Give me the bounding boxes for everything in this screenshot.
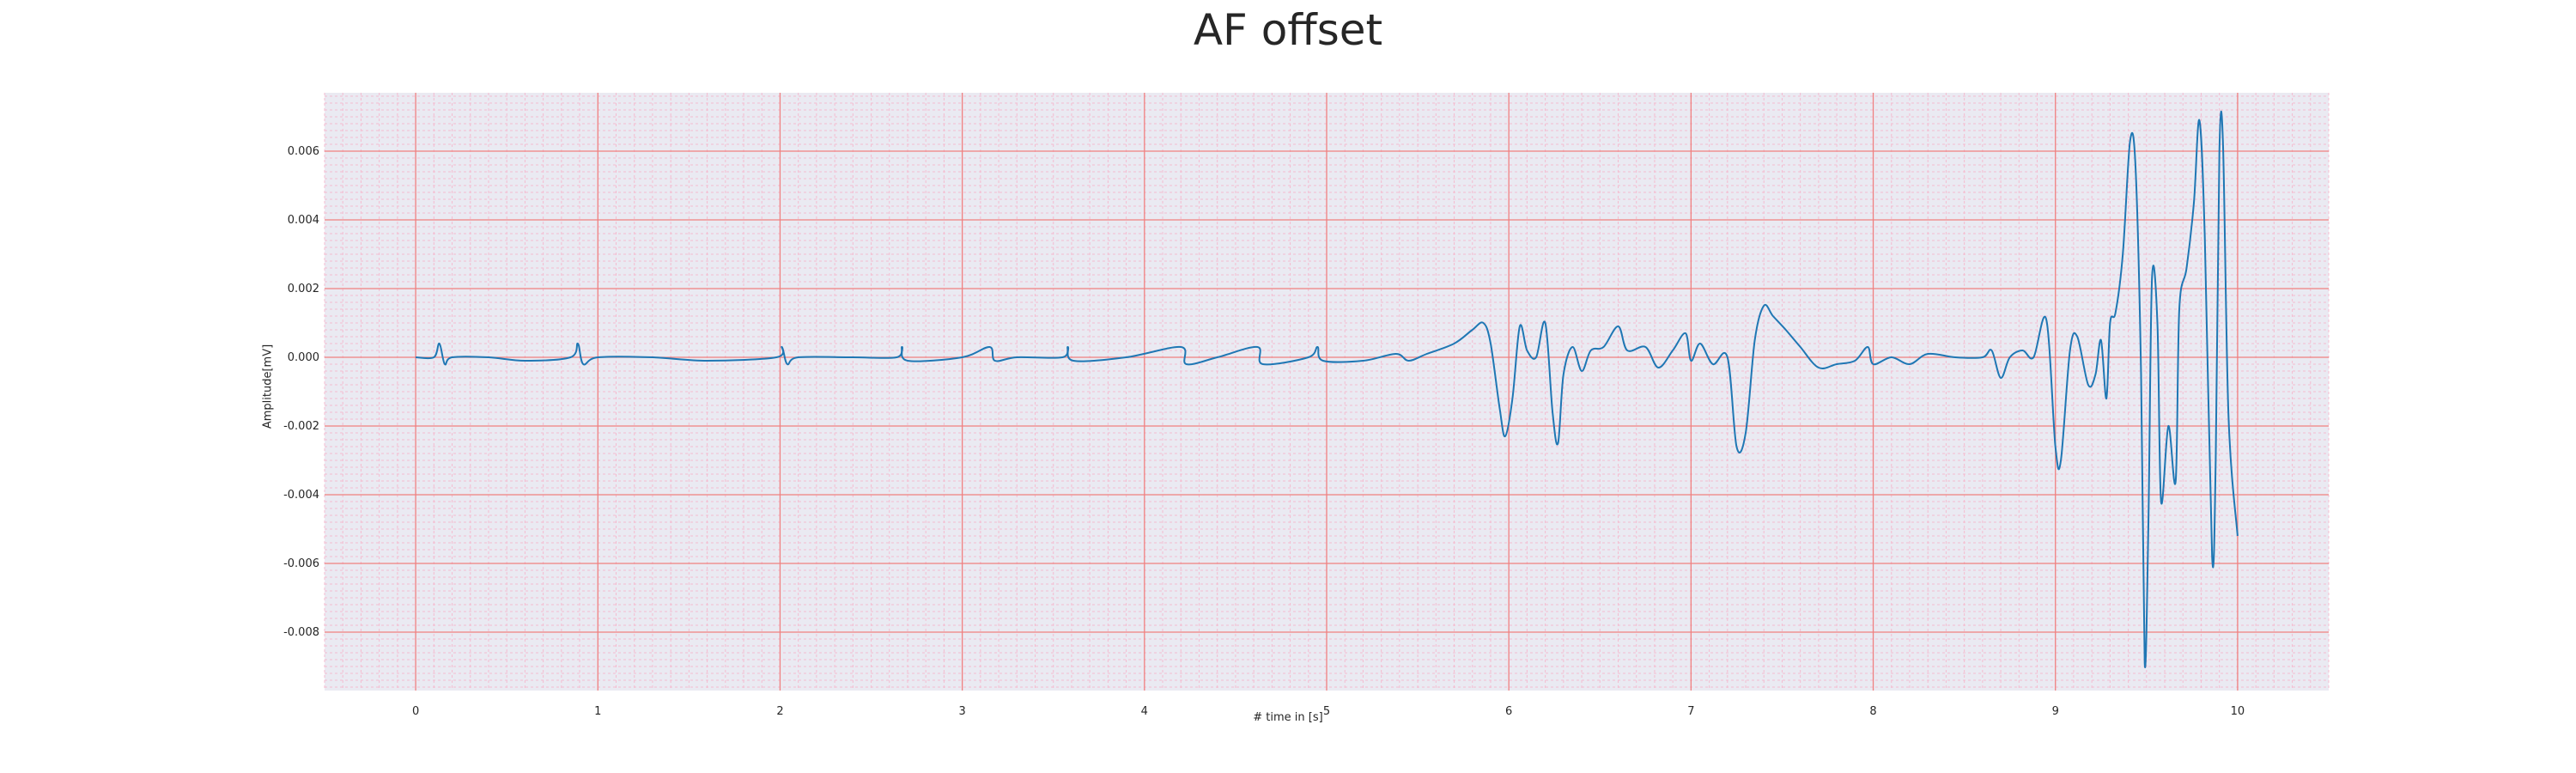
x-tick-label: 10 <box>2231 705 2245 718</box>
y-tick-label: 0.002 <box>288 283 319 295</box>
y-tick-label: -0.006 <box>283 557 319 570</box>
x-tick-label: 4 <box>1141 705 1148 718</box>
x-tick-label: 5 <box>1323 705 1330 718</box>
y-tick-label: 0.000 <box>288 351 319 364</box>
chart-title: AF offset <box>1193 5 1383 55</box>
y-tick-label: 0.006 <box>288 145 319 158</box>
x-axis-label: # time in [s] <box>1253 711 1323 724</box>
y-tick-label: -0.008 <box>283 626 319 639</box>
x-tick-label: 3 <box>958 705 965 718</box>
x-tick-label: 0 <box>412 705 419 718</box>
x-tick-label: 7 <box>1687 705 1694 718</box>
y-tick-label: 0.004 <box>288 214 319 227</box>
series-line <box>416 110 2239 668</box>
x-tick-label: 2 <box>776 705 783 718</box>
y-tick-label: -0.004 <box>283 489 319 502</box>
x-tick-label: 9 <box>2052 705 2059 718</box>
y-tick-label: -0.002 <box>283 420 319 433</box>
x-tick-label: 8 <box>1869 705 1876 718</box>
x-tick-label: 6 <box>1505 705 1512 718</box>
x-tick-label: 1 <box>594 705 601 718</box>
